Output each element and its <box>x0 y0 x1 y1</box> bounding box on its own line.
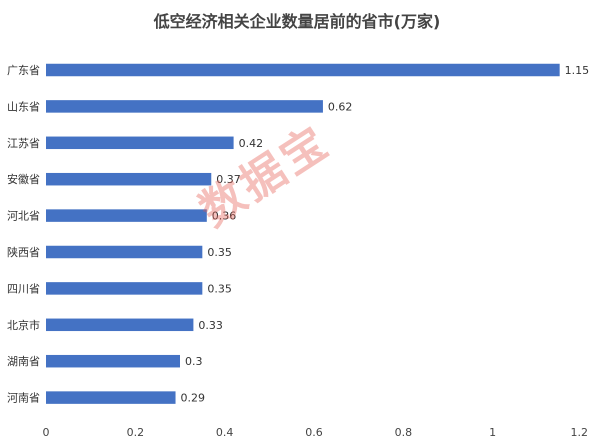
bar <box>46 245 203 259</box>
x-tick-labels-group: 0 0.2 0.4 0.6 0.8 1 1.2 <box>43 426 589 439</box>
category-label: 河北省 <box>7 210 40 223</box>
chart-title: 低空经济相关企业数量居前的省市(万家) <box>153 12 441 31</box>
value-label: 0.29 <box>181 392 206 405</box>
bars-group <box>46 63 560 404</box>
category-label: 广东省 <box>7 64 40 77</box>
value-label: 0.36 <box>212 210 237 223</box>
category-label: 安徽省 <box>7 172 40 186</box>
category-label: 陕西省 <box>7 245 40 259</box>
x-tick-label: 0 <box>43 426 50 439</box>
x-tick-label: 1 <box>489 426 496 439</box>
value-label: 0.42 <box>239 137 264 150</box>
x-tick-label: 1.2 <box>571 426 589 439</box>
category-label: 河南省 <box>7 392 40 405</box>
value-label: 0.35 <box>207 246 232 259</box>
x-tick-label: 0.8 <box>395 426 413 439</box>
value-labels-group: 1.15 0.62 0.42 0.37 0.36 0.35 0.35 0.33 0.3 0.29 <box>181 64 590 405</box>
bar <box>46 391 176 404</box>
category-label: 江苏省 <box>7 137 40 150</box>
value-label: 1.15 <box>565 64 590 77</box>
x-tick-label: 0.4 <box>216 426 234 439</box>
category-label: 湖南省 <box>7 355 40 368</box>
bar <box>46 63 560 77</box>
category-label: 四川省 <box>7 282 40 295</box>
value-label: 0.33 <box>198 319 223 332</box>
x-tick-label: 0.2 <box>127 426 145 439</box>
value-label: 0.35 <box>207 282 232 295</box>
bar <box>46 318 194 332</box>
value-label: 0.3 <box>185 355 203 368</box>
x-tick-label: 0.6 <box>305 426 323 439</box>
bar <box>46 209 207 222</box>
category-label: 北京市 <box>7 318 40 332</box>
bar <box>46 282 203 295</box>
value-label: 0.37 <box>216 173 241 186</box>
value-label: 0.62 <box>328 100 353 113</box>
bar <box>46 172 212 186</box>
bar <box>46 100 323 113</box>
category-label: 山东省 <box>7 100 40 113</box>
bar <box>46 136 234 150</box>
bar <box>46 354 180 368</box>
